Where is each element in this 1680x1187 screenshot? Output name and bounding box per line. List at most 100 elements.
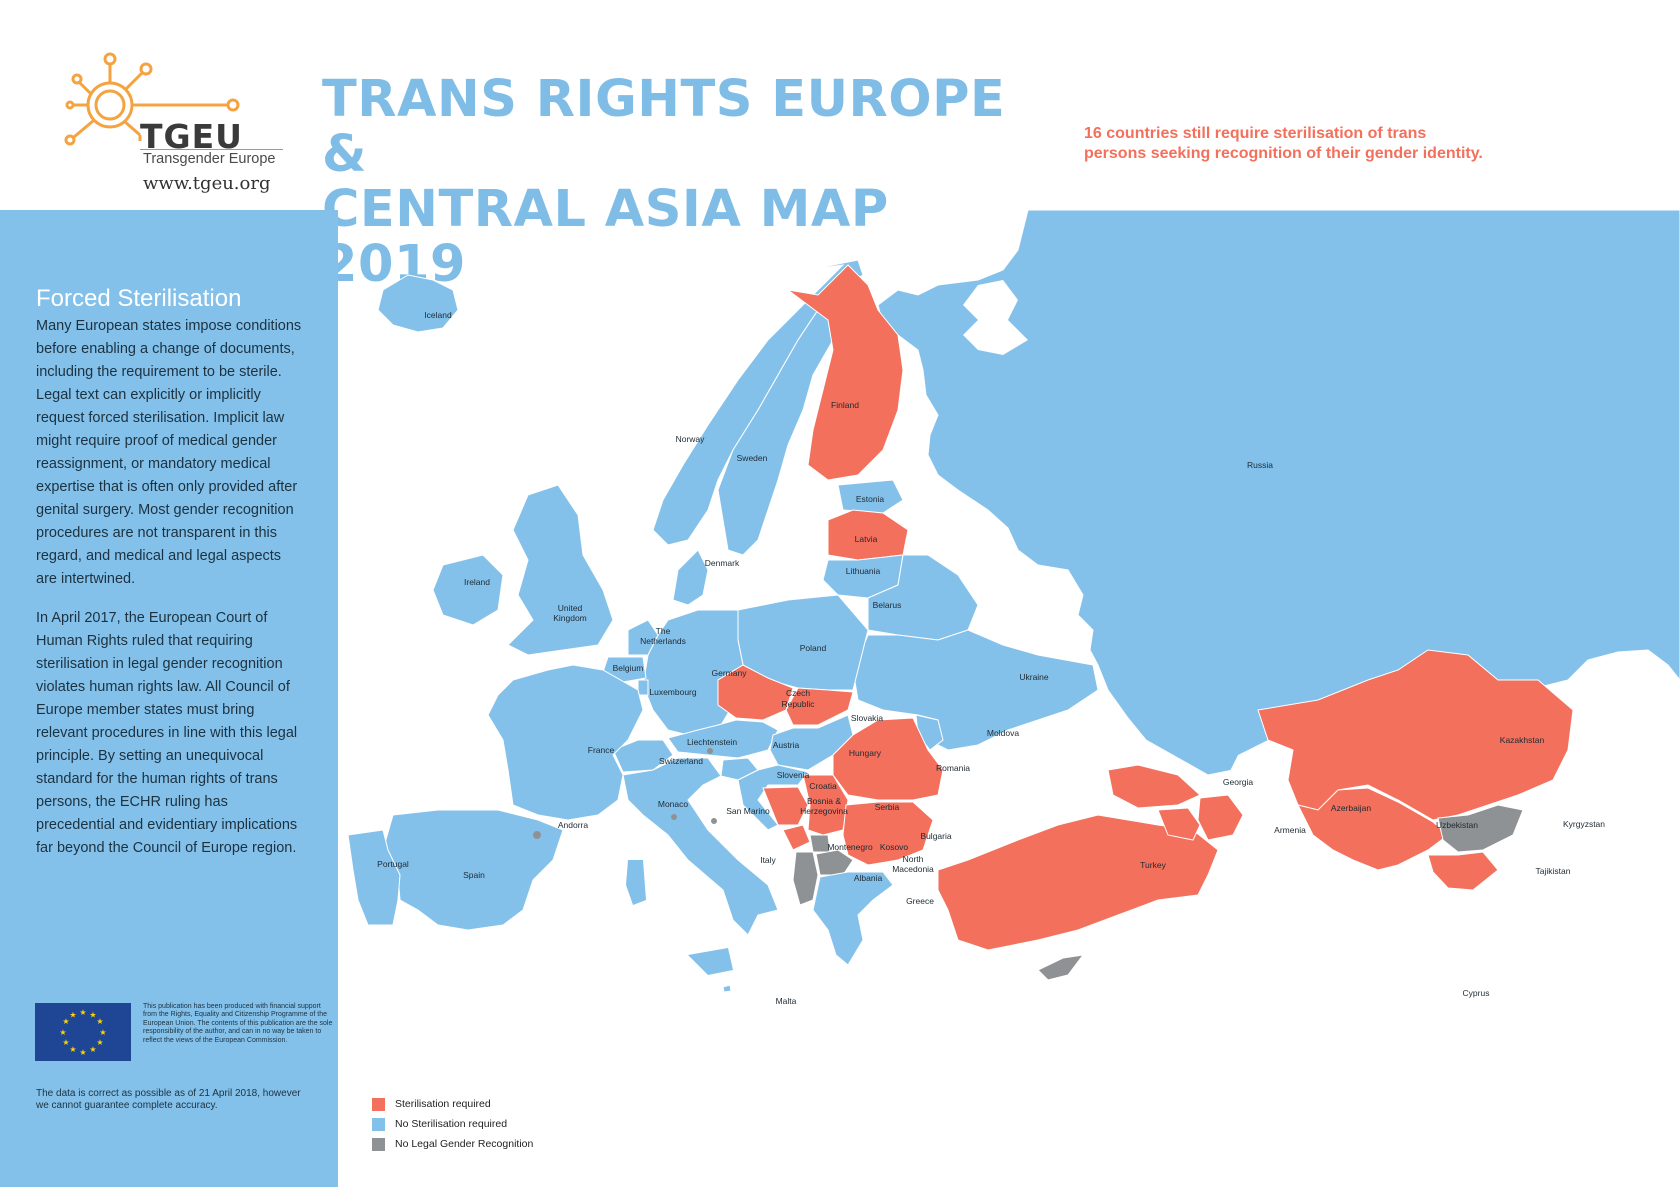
country-north-macedonia[interactable] (815, 849, 854, 876)
country-netherlands[interactable] (627, 619, 659, 656)
svg-text:★: ★ (89, 1045, 96, 1054)
country-azerbaijan[interactable] (1197, 794, 1244, 841)
label-latvia: Latvia (855, 534, 878, 544)
label-austria: Austria (773, 740, 800, 750)
label-kosovo: Kosovo (880, 842, 909, 852)
country-bosnia[interactable] (762, 786, 809, 826)
legend-swatch-no-recognition (372, 1137, 385, 1151)
label-france: France (588, 745, 615, 755)
label-kyrgyzstan: Kyrgyzstan (1563, 819, 1605, 829)
country-united-kingdom[interactable] (507, 484, 614, 656)
label-romania: Romania (936, 763, 970, 773)
header: TGEU Transgender Europe www.tgeu.org TRA… (0, 0, 1680, 292)
country-italy[interactable] (622, 757, 779, 936)
europe-map: Iceland Norway Sweden Finland Russia Est… (347, 210, 1680, 1006)
title-line-1: TRANS RIGHTS EUROPE & (322, 70, 1006, 184)
country-georgia[interactable] (1107, 764, 1201, 809)
liechtenstein-marker (707, 748, 713, 754)
label-bosnia-line2: Herzegovina (800, 806, 848, 816)
label-ireland: Ireland (464, 577, 490, 587)
country-armenia[interactable] (1157, 807, 1201, 841)
label-azerbaijan: Azerbaijan (1331, 803, 1371, 813)
sidebar-paragraph-2: In April 2017, the European Court of Hum… (36, 610, 298, 856)
country-bulgaria[interactable] (842, 801, 934, 866)
country-slovakia[interactable] (785, 687, 854, 726)
label-finland: Finland (831, 400, 859, 410)
san-marino-marker (711, 818, 717, 824)
sidebar-body: Many European states impose conditions b… (36, 315, 304, 876)
label-slovakia: Slovakia (851, 713, 883, 723)
sidebar-heading: Forced Sterilisation (36, 285, 242, 312)
country-kyrgyzstan[interactable] (1437, 804, 1524, 853)
country-iceland[interactable] (377, 274, 459, 333)
country-estonia[interactable] (837, 479, 904, 514)
label-serbia: Serbia (875, 802, 900, 812)
country-denmark[interactable] (672, 549, 709, 606)
label-uzbekistan: Uzbekistan (1436, 820, 1478, 830)
svg-text:★: ★ (69, 1045, 76, 1054)
monaco-marker (671, 814, 677, 820)
label-montenegro: Montenegro (827, 842, 873, 852)
label-bosnia-line1: Bosnia & (807, 796, 841, 806)
note-line-2: persons seeking recognition of their gen… (1084, 145, 1483, 162)
country-serbia[interactable] (802, 774, 849, 836)
country-cyprus[interactable] (1037, 954, 1085, 981)
label-czech-line2: Republic (781, 699, 815, 709)
label-lithuania: Lithuania (846, 566, 881, 576)
eu-funding-text: This publication has been produced with … (143, 1003, 333, 1044)
label-russia: Russia (1247, 460, 1273, 470)
country-tajikistan[interactable] (1427, 851, 1499, 891)
label-portugal: Portugal (377, 859, 409, 869)
legend-item-sterilisation: Sterilisation required (372, 1096, 572, 1112)
country-romania[interactable] (832, 717, 944, 801)
label-luxembourg: Luxembourg (649, 687, 697, 697)
label-norway: Norway (676, 434, 706, 444)
country-latvia[interactable] (827, 509, 909, 561)
country-luxembourg[interactable] (637, 679, 649, 696)
legend-swatch-no-sterilisation (372, 1117, 385, 1131)
logo-subtitle: Transgender Europe (143, 151, 276, 167)
svg-text:★: ★ (96, 1017, 103, 1026)
country-greece[interactable] (812, 871, 894, 966)
country-albania[interactable] (792, 851, 819, 906)
country-uzbekistan[interactable] (1297, 787, 1449, 871)
country-ireland[interactable] (432, 554, 504, 626)
label-slovenia: Slovenia (777, 770, 810, 780)
country-belarus[interactable] (867, 554, 979, 641)
country-croatia[interactable] (737, 764, 809, 831)
country-turkey[interactable] (937, 814, 1219, 951)
country-montenegro[interactable] (782, 824, 811, 851)
sidebar-paragraph-1: Many European states impose conditions b… (36, 318, 302, 587)
svg-text:★: ★ (62, 1038, 69, 1047)
label-netherlands-line2: Netherlands (640, 636, 686, 646)
label-czech-line1: Czech (786, 688, 810, 698)
country-austria[interactable] (667, 719, 779, 759)
country-portugal[interactable] (347, 829, 401, 926)
page-title: TRANS RIGHTS EUROPE & CENTRAL ASIA MAP 2… (322, 72, 1022, 292)
country-malta[interactable] (722, 984, 732, 993)
sidebar: Forced Sterilisation Many European state… (0, 210, 338, 1187)
svg-text:★: ★ (89, 1011, 96, 1020)
label-sweden: Sweden (737, 453, 768, 463)
label-cyprus: Cyprus (1463, 988, 1490, 998)
country-kazakhstan[interactable] (1257, 649, 1574, 821)
svg-text:★: ★ (79, 1008, 86, 1017)
label-poland: Poland (800, 643, 827, 653)
label-iceland: Iceland (424, 310, 452, 320)
country-france[interactable] (487, 664, 644, 821)
svg-text:★: ★ (62, 1017, 69, 1026)
svg-text:★: ★ (79, 1048, 86, 1057)
legend-label: Sterilisation required (395, 1098, 491, 1110)
logo-url-link[interactable]: www.tgeu.org (143, 173, 271, 194)
country-finland[interactable] (787, 264, 904, 481)
data-disclaimer: The data is correct as possible as of 21… (36, 1088, 301, 1111)
label-tajikistan: Tajikistan (1536, 866, 1571, 876)
label-north-macedonia-line2: Macedonia (892, 864, 934, 874)
country-switzerland[interactable] (612, 739, 674, 773)
label-armenia: Armenia (1274, 825, 1306, 835)
svg-text:★: ★ (96, 1038, 103, 1047)
country-ukraine[interactable] (852, 629, 1099, 751)
label-italy: Italy (760, 855, 776, 865)
label-uk-line2: Kingdom (553, 613, 587, 623)
label-liechtenstein: Liechtenstein (687, 737, 737, 747)
